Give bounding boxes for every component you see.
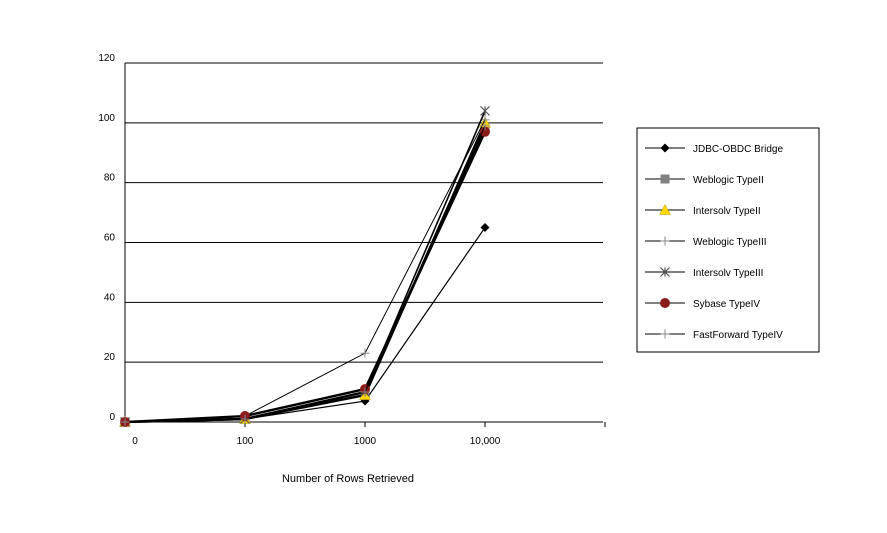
legend-label-1: Weblogic TypeII: [693, 175, 764, 186]
series-4-point-3: [480, 105, 490, 116]
series-line-0: [124, 227, 486, 423]
y-tick-labels: 0 20 40 60 80 100 120: [98, 53, 115, 423]
legend-entry-1: Weblogic TypeII: [645, 174, 764, 186]
y-tick-label-0: 0: [109, 412, 115, 423]
legend-marker-6: [660, 329, 670, 339]
series-6-point-2: [360, 387, 370, 397]
y-tick-label-60: 60: [104, 233, 116, 244]
x-tick-labels: 0 100 1000 10,000: [124, 422, 606, 447]
series-line-3: [124, 119, 486, 423]
x-tick-label-0: 0: [132, 436, 138, 447]
legend-box: [636, 127, 820, 353]
series-line-5: [124, 131, 487, 424]
series-line-6: [124, 125, 486, 423]
legend-marker-2: [659, 203, 671, 215]
legend-label-0: JDBC-OBDC Bridge: [693, 144, 783, 155]
x-axis-title: Number of Rows Retrieved: [282, 473, 414, 485]
x-tick-label-3: 10,000: [470, 436, 501, 447]
series-0-point-3: [480, 223, 490, 233]
legend-label-3: Weblogic TypeIII: [693, 237, 767, 248]
series-6-point-3: [480, 121, 490, 131]
series-1: [120, 124, 490, 427]
legend-label-2: Intersolv TypeII: [693, 206, 761, 217]
y-tick-label-40: 40: [104, 292, 116, 303]
y-tick-label-80: 80: [104, 173, 116, 184]
legend-label-5: Sybase TypeIV: [693, 299, 760, 310]
series-6-point-1: [240, 414, 250, 424]
y-tick-label-100: 100: [98, 113, 115, 124]
legend-marker-3: [660, 236, 670, 246]
legend-entry-3: Weblogic TypeIII: [645, 236, 767, 248]
y-tick-label-120: 120: [98, 53, 115, 64]
legend-entry-5: Sybase TypeIV: [645, 298, 760, 310]
legend-marker-4: [660, 267, 670, 277]
legend-entry-6: FastForward TypeIV: [645, 329, 783, 341]
series-line-4: [124, 110, 486, 423]
series-line-2: [124, 122, 487, 424]
legend: JDBC-OBDC Bridge Weblogic TypeII Intersolv…: [636, 127, 820, 353]
series-5-point-3: [480, 126, 490, 137]
legend-label-4: Intersolv TypeIII: [693, 268, 763, 279]
series-3-point-2: [360, 348, 370, 358]
series-6-point-0: [120, 417, 130, 427]
series-5: [120, 126, 490, 427]
series-2: [119, 116, 491, 427]
legend-entry-2: Intersolv TypeII: [645, 203, 761, 217]
series-0: [120, 223, 490, 427]
legend-entry-0: JDBC-OBDC Bridge: [645, 143, 783, 155]
legend-label-6: FastForward TypeIV: [693, 330, 783, 341]
x-tick-label-1: 100: [237, 436, 254, 447]
series-6: [120, 121, 490, 427]
legend-marker-0: [660, 143, 670, 153]
y-tick-label-20: 20: [104, 352, 116, 363]
series-group: [119, 105, 491, 427]
gridlines: [125, 62, 603, 363]
axes: [124, 63, 603, 423]
series-line-1: [124, 128, 487, 424]
legend-marker-1: [660, 174, 670, 184]
series-3: [120, 115, 490, 427]
x-tick-label-2: 1000: [354, 436, 377, 447]
legend-entry-4: Intersolv TypeIII: [645, 267, 763, 279]
legend-marker-5: [660, 298, 670, 308]
series-4: [120, 105, 490, 427]
